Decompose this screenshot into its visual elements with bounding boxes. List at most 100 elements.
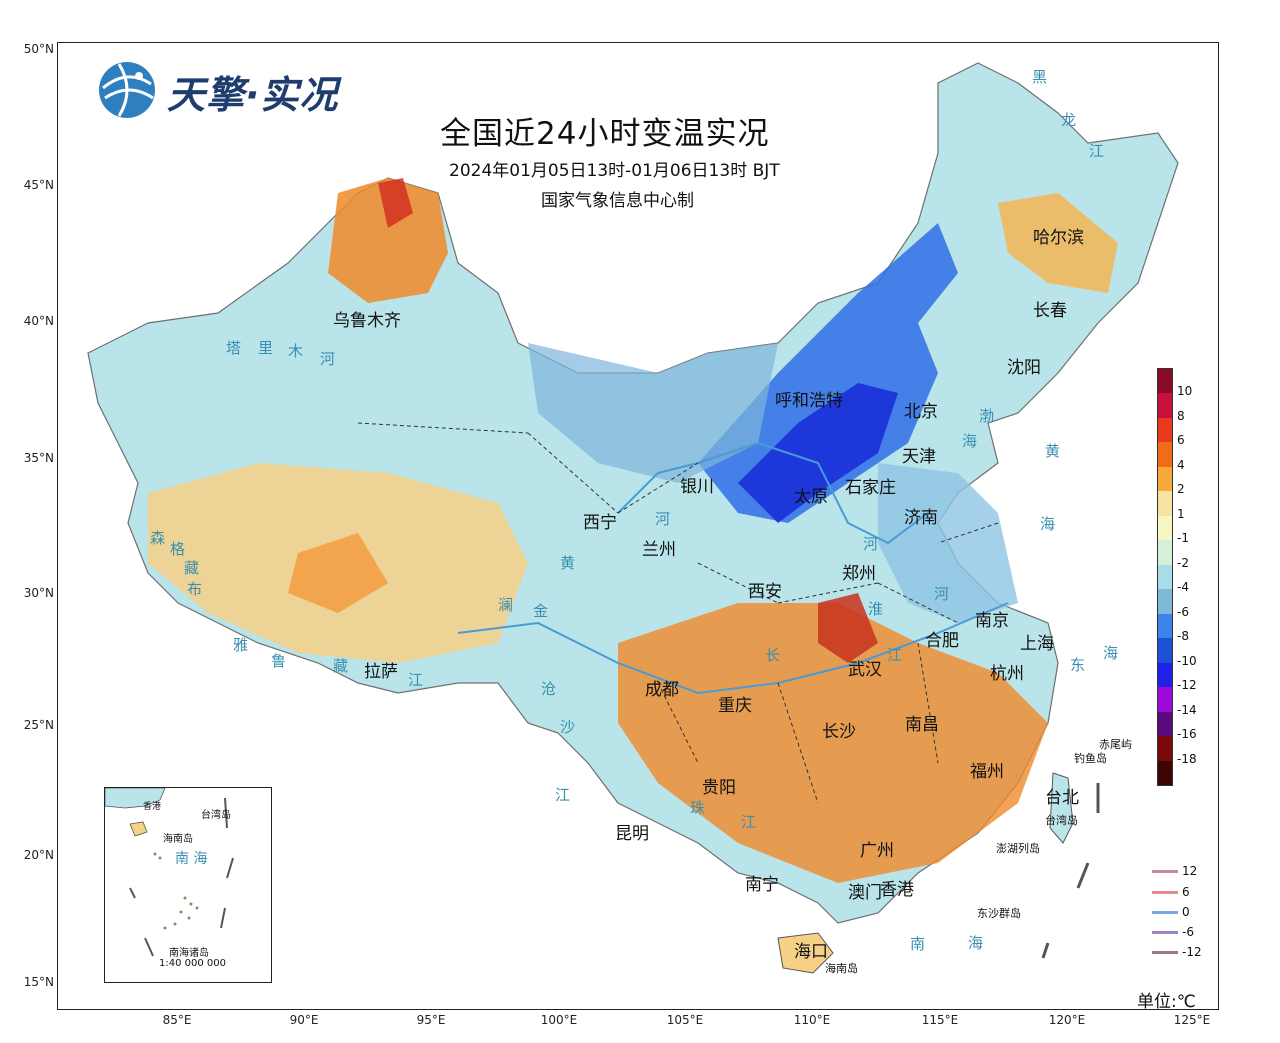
island-label: 澎湖列岛 (996, 842, 1040, 855)
legend-band (1158, 442, 1172, 467)
lon-tick: 85°E (162, 1013, 192, 1027)
lat-tick: 35°N (23, 451, 54, 465)
lon-tick: 115°E (921, 1013, 959, 1027)
lon-tick: 95°E (416, 1013, 446, 1027)
legend-band (1158, 491, 1172, 516)
legend-band (1158, 564, 1172, 590)
city-label: 香港 (880, 880, 914, 900)
inset-sea-label: 南 海 (175, 851, 208, 867)
city-label: 福州 (970, 762, 1004, 782)
city-label: 西宁 (583, 513, 617, 533)
legend-band (1158, 638, 1172, 663)
geo-label: 澜 (498, 596, 514, 614)
city-label: 哈尔滨 (1033, 228, 1084, 248)
legend-tick-label: 1 (1177, 506, 1185, 521)
geo-label: 海 (962, 432, 978, 450)
lon-tick: 100°E (540, 1013, 578, 1027)
boundary-dash-3 (1041, 942, 1050, 959)
lat-tick: 25°N (23, 718, 54, 732)
legend-band (1158, 687, 1172, 712)
hainan-island (777, 932, 834, 974)
inset-map (105, 788, 234, 957)
yangtze-river-line (457, 602, 1009, 695)
map-maker: 国家气象信息中心制 (541, 191, 694, 211)
hot-spot-hubei (818, 593, 878, 663)
geo-label: 河 (320, 350, 336, 368)
geo-label: 河 (934, 585, 950, 603)
inset-taiwan-label: 台湾岛 (201, 810, 231, 821)
contour-key-item: 0 (1152, 905, 1190, 919)
cold-core-north (738, 383, 898, 523)
inset-hk-label: 香港 (143, 802, 162, 812)
legend-tick-label: -14 (1177, 702, 1197, 717)
island-label: 钓鱼岛 (1074, 752, 1107, 765)
cool-region-inner-mongolia (528, 343, 778, 483)
island-label: 台湾岛 (1045, 814, 1078, 827)
geo-label: 海 (968, 934, 984, 952)
city-label: 昆明 (615, 824, 649, 844)
contour-key-item: -6 (1152, 925, 1194, 939)
legend-band (1158, 369, 1172, 394)
geo-label: 森 (150, 529, 166, 547)
geo-label: 雅 (233, 636, 249, 654)
geo-label: 河 (655, 510, 671, 528)
lon-tick: 120°E (1048, 1013, 1086, 1027)
city-label: 长春 (1033, 301, 1067, 321)
geo-label: 海 (1103, 644, 1119, 662)
geo-label: 珠 (690, 799, 706, 817)
legend-tick-label: -4 (1177, 580, 1189, 595)
city-label: 西安 (748, 582, 782, 602)
lat-tick: 30°N (23, 586, 54, 600)
geo-label: 江 (408, 671, 424, 689)
color-legend (1157, 368, 1173, 786)
city-label: 沈阳 (1007, 358, 1041, 378)
geo-label: 南 (910, 935, 926, 953)
warm-region-northeast (998, 193, 1118, 293)
city-label: 武汉 (848, 660, 882, 680)
geo-label: 龙 (1061, 111, 1077, 129)
warm-patches-tibet (288, 533, 388, 613)
contour-swatch (1152, 891, 1178, 894)
island-label: 海南岛 (825, 962, 858, 975)
city-label: 乌鲁木齐 (333, 311, 401, 331)
contour-key-item: 12 (1152, 864, 1197, 878)
map-frame (57, 42, 1219, 1010)
legend-tick-label: -8 (1177, 629, 1189, 644)
legend-band (1158, 760, 1172, 785)
city-label: 南宁 (745, 875, 779, 895)
city-label: 南昌 (905, 715, 939, 735)
warm-region-xinjiang (328, 178, 448, 303)
geo-label: 布 (187, 580, 203, 598)
geo-label: 藏 (184, 559, 200, 577)
geo-label: 江 (1089, 142, 1105, 160)
legend-band (1158, 736, 1172, 761)
contour-label: -12 (1182, 945, 1202, 959)
legend-tick-label: 8 (1177, 408, 1185, 423)
city-label: 石家庄 (845, 478, 896, 498)
city-label: 广州 (860, 841, 894, 861)
geo-label: 东 (1070, 656, 1086, 674)
city-label: 郑州 (842, 564, 876, 584)
inset-scale-label: 1:40 000 000 (159, 958, 226, 969)
contour-key-item: 6 (1152, 885, 1190, 899)
legend-band (1158, 417, 1172, 443)
city-label: 银川 (680, 477, 714, 497)
legend-tick-label: 6 (1177, 433, 1185, 448)
geo-label: 黄 (1045, 442, 1061, 460)
legend-tick-label: -18 (1177, 751, 1197, 766)
legend-band (1158, 466, 1172, 492)
city-label: 台北 (1045, 788, 1079, 808)
city-label: 合肥 (925, 631, 959, 651)
geo-label: 长 (765, 646, 781, 664)
contour-label: 6 (1182, 885, 1190, 899)
legend-band (1158, 540, 1172, 565)
geo-label: 藏 (333, 657, 349, 675)
legend-tick-label: 2 (1177, 482, 1185, 497)
south-sea-inset: 香港 台湾岛 海南岛 南 海 南海诸岛 1:40 000 000 (104, 787, 272, 983)
legend-tick-label: -6 (1177, 604, 1189, 619)
contour-label: 12 (1182, 864, 1198, 878)
province-border-lines (357, 422, 999, 804)
lon-tick: 90°E (289, 1013, 319, 1027)
city-label: 南京 (975, 611, 1009, 631)
brand-logo: 天擎·实况 (95, 58, 395, 122)
